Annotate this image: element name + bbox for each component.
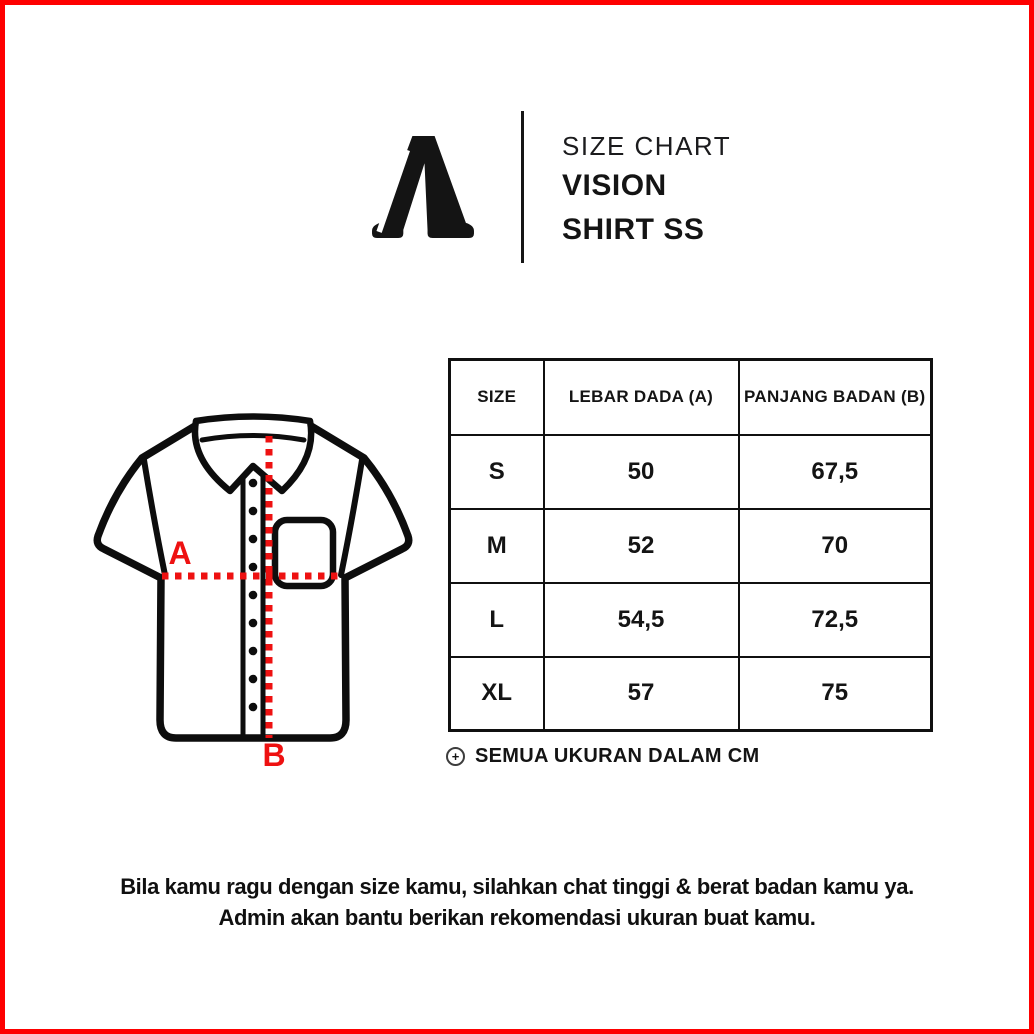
product-name-line1: VISION bbox=[562, 169, 667, 202]
column-header-0: SIZE bbox=[448, 358, 545, 436]
value-cell: 54,5 bbox=[542, 581, 740, 658]
armhole-seam-right bbox=[338, 457, 365, 578]
size-cell: XL bbox=[448, 655, 545, 732]
measure-label-b: B bbox=[262, 737, 285, 773]
table-header-row: SIZE LEBAR DADA (A) PANJANG BADAN (B) bbox=[448, 358, 933, 436]
value-cell: 57 bbox=[542, 655, 740, 732]
chest-pocket bbox=[271, 516, 337, 590]
column-header-2: PANJANG BADAN (B) bbox=[737, 358, 933, 436]
table-row: M 52 70 bbox=[448, 507, 933, 584]
value-cell: 67,5 bbox=[737, 433, 933, 510]
size-cell: L bbox=[448, 581, 545, 658]
header-divider bbox=[521, 111, 524, 263]
table-row: L 54,5 72,5 bbox=[448, 581, 933, 658]
footer-line2: Admin akan bantu berikan rekomendasi uku… bbox=[218, 905, 816, 930]
size-table: SIZE LEBAR DADA (A) PANJANG BADAN (B) S 50 6… bbox=[448, 358, 933, 732]
measure-label-a: A bbox=[168, 535, 191, 571]
value-cell: 70 bbox=[737, 507, 933, 584]
value-cell: 75 bbox=[737, 655, 933, 732]
value-cell: 52 bbox=[542, 507, 740, 584]
plus-circle-icon: + bbox=[446, 747, 465, 766]
value-cell: 72,5 bbox=[737, 581, 933, 658]
product-name-line2: SHIRT SS bbox=[562, 213, 705, 246]
size-cell: M bbox=[448, 507, 545, 584]
table-row: XL 57 75 bbox=[448, 655, 933, 732]
shirt-outline bbox=[93, 419, 413, 742]
value-cell: 50 bbox=[542, 433, 740, 510]
unit-note: + SEMUA UKURAN DALAM CM bbox=[446, 745, 759, 768]
armhole-seam-left bbox=[141, 457, 168, 578]
column-header-1: LEBAR DADA (A) bbox=[542, 358, 740, 436]
page-title: SIZE CHART bbox=[562, 131, 732, 161]
button-placket bbox=[240, 464, 266, 736]
footer-help-text: Bila kamu ragu dengan size kamu, silahka… bbox=[5, 871, 1029, 933]
table-row: S 50 67,5 bbox=[448, 433, 933, 510]
shirt-collar bbox=[191, 413, 315, 495]
footer-line1: Bila kamu ragu dengan size kamu, silahka… bbox=[120, 874, 914, 899]
shirt-buttons bbox=[248, 478, 258, 712]
brand-logo-a-icon bbox=[372, 136, 474, 238]
unit-note-text: SEMUA UKURAN DALAM CM bbox=[475, 745, 760, 767]
header-text-block: SIZE CHART VISION SHIRT SS bbox=[562, 132, 731, 246]
size-cell: S bbox=[448, 433, 545, 510]
shirt-diagram: A B bbox=[93, 413, 413, 773]
